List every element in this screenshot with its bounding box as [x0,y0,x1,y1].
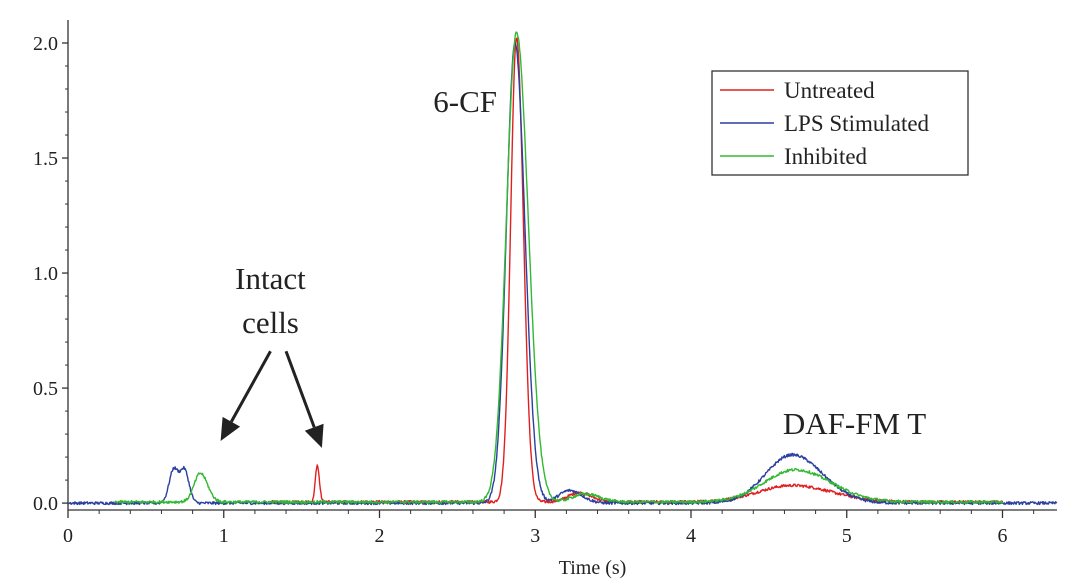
annotation-cells: cells [242,305,299,340]
y-tick-label: 0.5 [33,378,58,400]
x-axis-title: Time (s) [559,557,627,579]
x-tick-label: 1 [219,525,229,547]
x-tick-label: 6 [997,525,1007,547]
series-line-lps-stimulated [67,42,1058,506]
x-tick-label: 4 [686,525,696,547]
annotation-arrow-shaft [230,350,272,423]
y-tick-label: 1.0 [33,263,58,285]
x-tick-label: 3 [530,525,540,547]
y-tick-label: 1.5 [33,148,58,170]
annotation-arrow-shaft [284,350,316,428]
annotation-arrow-head [304,423,324,448]
series-line-inhibited [114,31,1004,505]
legend-label-inhibited: Inhibited [784,144,868,169]
y-tick-label: 2.0 [33,33,58,55]
annotation-daf-fm-t: DAF-FM T [783,406,926,441]
annotation-intact: Intact [235,261,306,296]
x-tick-label: 2 [374,525,384,547]
legend-label-lps-stimulated: LPS Stimulated [784,111,930,136]
annotation-arrow-head [220,416,241,441]
y-tick-label: 0.0 [33,493,58,515]
x-tick-label: 0 [63,525,73,547]
annotation-6-cf: 6-CF [433,84,497,119]
legend-label-untreated: Untreated [784,78,875,103]
x-tick-label: 5 [842,525,852,547]
